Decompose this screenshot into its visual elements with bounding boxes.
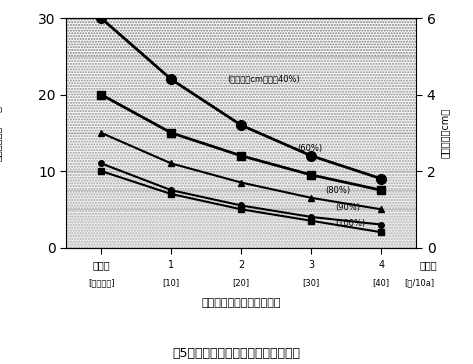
Bar — [66, 171, 416, 190]
Text: [10]: [10] — [163, 278, 180, 288]
Text: 1: 1 — [168, 260, 174, 270]
Text: 3: 3 — [308, 260, 314, 270]
Text: 均平作業行程数・作業時間: 均平作業行程数・作業時間 — [201, 298, 281, 308]
Text: [40]: [40] — [373, 278, 390, 288]
Text: 作業前: 作業前 — [92, 260, 110, 270]
Bar — [66, 209, 416, 248]
Bar — [66, 171, 416, 190]
Text: [20]: [20] — [233, 278, 250, 288]
Text: （回）: （回） — [420, 260, 438, 270]
Bar — [66, 18, 416, 56]
Text: 最大高低差（cm）: 最大高低差（cm） — [0, 105, 1, 161]
Text: [作業時間]: [作業時間] — [88, 278, 114, 288]
Text: 4: 4 — [378, 260, 384, 270]
Text: (100%): (100%) — [336, 218, 366, 228]
Bar — [66, 133, 416, 171]
Bar — [66, 133, 416, 171]
Bar — [66, 56, 416, 133]
Text: (80%): (80%) — [325, 186, 350, 195]
Text: 2: 2 — [238, 260, 245, 270]
Text: (60%): (60%) — [297, 144, 323, 153]
Bar — [66, 18, 416, 56]
Text: [30]: [30] — [303, 278, 320, 288]
Bar — [66, 190, 416, 209]
Text: [分/10a]: [分/10a] — [405, 278, 435, 288]
Bar — [66, 209, 416, 248]
Text: 標準偏差（cm）: 標準偏差（cm） — [439, 108, 449, 158]
Bar — [66, 190, 416, 209]
Text: (高低差５cm以内　40%): (高低差５cm以内 40%) — [227, 75, 300, 84]
Bar — [66, 56, 416, 133]
Text: (90%): (90%) — [336, 203, 361, 212]
Text: 図5　均平作業モデルによる作業推定: 図5 均平作業モデルによる作業推定 — [173, 347, 300, 360]
